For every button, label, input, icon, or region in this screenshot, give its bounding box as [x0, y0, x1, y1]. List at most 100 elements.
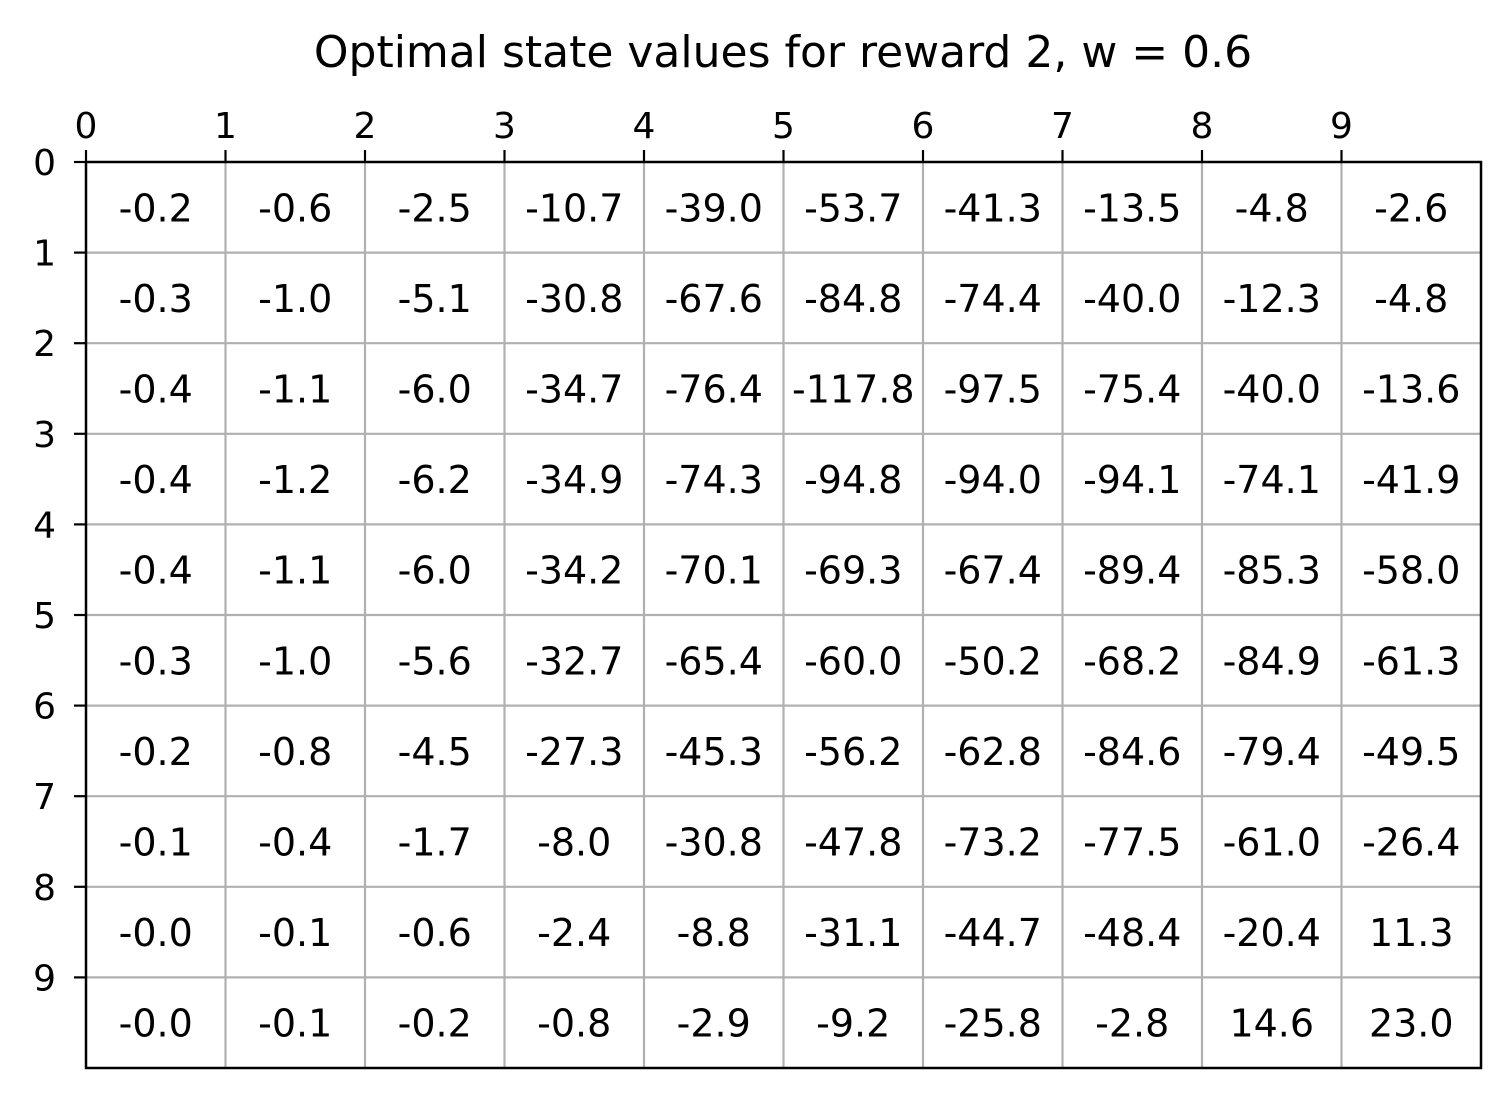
cell-value-r7-c1: -0.4	[258, 821, 332, 865]
y-tick-label-9: 9	[33, 958, 56, 999]
cell-value-r2-c3: -34.7	[525, 368, 623, 412]
cell-value-r6-c6: -62.8	[944, 730, 1042, 774]
cell-value-r5-c7: -68.2	[1083, 639, 1181, 683]
cell-value-r9-c9: 23.0	[1369, 1002, 1454, 1046]
cell-value-r1-c0: -0.3	[119, 277, 193, 321]
cell-value-r5-c2: -5.6	[398, 639, 472, 683]
x-axis-ticks: 0 1 2 3 4 5 6 7 8 9	[75, 106, 1353, 162]
cell-value-r9-c4: -2.9	[677, 1002, 751, 1046]
cell-value-r6-c8: -79.4	[1223, 730, 1321, 774]
x-tick-label-1: 1	[214, 106, 237, 147]
cell-value-r2-c7: -75.4	[1083, 368, 1181, 412]
cell-value-r8-c1: -0.1	[258, 911, 332, 955]
y-tick-label-5: 5	[33, 596, 56, 637]
cell-value-r3-c4: -74.3	[665, 458, 763, 502]
cell-value-r4-c0: -0.4	[119, 549, 193, 593]
cell-value-r7-c8: -61.0	[1223, 821, 1321, 865]
cell-value-r6-c7: -84.6	[1083, 730, 1181, 774]
y-tick-label-1: 1	[33, 234, 56, 275]
cell-value-r9-c8: 14.6	[1229, 1002, 1314, 1046]
y-tick-label-4: 4	[33, 505, 56, 546]
cell-value-r2-c8: -40.0	[1223, 368, 1321, 412]
cell-value-r0-c5: -53.7	[804, 186, 902, 230]
cell-value-r4-c8: -85.3	[1223, 549, 1321, 593]
cell-value-r5-c4: -65.4	[665, 639, 763, 683]
plot-frame	[84, 160, 1483, 1070]
cell-value-r5-c8: -84.9	[1223, 639, 1321, 683]
cell-value-r5-c9: -61.3	[1362, 639, 1460, 683]
cell-value-r2-c9: -13.6	[1362, 368, 1460, 412]
x-tick-label-6: 6	[912, 106, 935, 147]
cell-value-r9-c3: -0.8	[537, 1002, 611, 1046]
cell-value-r9-c1: -0.1	[258, 1002, 332, 1046]
x-tick-label-9: 9	[1330, 106, 1353, 147]
x-tick-label-3: 3	[493, 106, 516, 147]
cell-value-r4-c9: -58.0	[1362, 549, 1460, 593]
cell-value-r1-c6: -74.4	[944, 277, 1042, 321]
x-tick-label-5: 5	[772, 106, 795, 147]
y-tick-label-6: 6	[33, 687, 56, 728]
cell-value-r3-c0: -0.4	[119, 458, 193, 502]
cell-value-r6-c1: -0.8	[258, 730, 332, 774]
cell-value-r6-c0: -0.2	[119, 730, 193, 774]
cell-value-r6-c4: -45.3	[665, 730, 763, 774]
cell-value-r1-c5: -84.8	[804, 277, 902, 321]
cell-value-r6-c5: -56.2	[804, 730, 902, 774]
cell-value-r9-c6: -25.8	[944, 1002, 1042, 1046]
y-tick-label-0: 0	[33, 143, 56, 184]
cell-value-r6-c9: -49.5	[1362, 730, 1460, 774]
cell-value-r8-c3: -2.4	[537, 911, 611, 955]
x-tick-label-7: 7	[1051, 106, 1074, 147]
cell-labels: -0.2 -0.6 -2.5 -10.7 -39.0 -53.7 -41.3 -13.5 -4.…	[119, 186, 1461, 1045]
cell-value-r5-c0: -0.3	[119, 639, 193, 683]
cell-value-r1-c3: -30.8	[525, 277, 623, 321]
cell-value-r2-c4: -76.4	[665, 368, 763, 412]
cell-value-r8-c2: -0.6	[398, 911, 472, 955]
cell-value-r5-c5: -60.0	[804, 639, 902, 683]
cell-value-r2-c1: -1.1	[258, 368, 332, 412]
cell-value-r5-c6: -50.2	[944, 639, 1042, 683]
cell-value-r7-c6: -73.2	[944, 821, 1042, 865]
x-tick-label-0: 0	[75, 106, 98, 147]
cell-value-r2-c0: -0.4	[119, 368, 193, 412]
cell-value-r8-c7: -48.4	[1083, 911, 1181, 955]
cell-value-r5-c3: -32.7	[525, 639, 623, 683]
cell-value-r7-c7: -77.5	[1083, 821, 1181, 865]
cell-value-r2-c2: -6.0	[398, 368, 472, 412]
cell-value-r7-c0: -0.1	[119, 821, 193, 865]
cell-value-r9-c5: -9.2	[816, 1002, 890, 1046]
x-tick-label-4: 4	[633, 106, 656, 147]
cell-value-r1-c4: -67.6	[665, 277, 763, 321]
cell-value-r0-c3: -10.7	[525, 186, 623, 230]
cell-value-r1-c2: -5.1	[398, 277, 472, 321]
cell-value-r3-c8: -74.1	[1223, 458, 1321, 502]
cell-value-r3-c9: -41.9	[1362, 458, 1460, 502]
cell-value-r3-c1: -1.2	[258, 458, 332, 502]
cell-value-r5-c1: -1.0	[258, 639, 332, 683]
cell-value-r0-c6: -41.3	[944, 186, 1042, 230]
cell-value-r0-c2: -2.5	[398, 186, 472, 230]
cell-value-r9-c0: -0.0	[119, 1002, 193, 1046]
cell-value-r8-c0: -0.0	[119, 911, 193, 955]
cell-value-r7-c5: -47.8	[804, 821, 902, 865]
cell-value-r1-c8: -12.3	[1223, 277, 1321, 321]
cell-value-r8-c8: -20.4	[1223, 911, 1321, 955]
cell-value-r8-c4: -8.8	[677, 911, 751, 955]
cell-value-r6-c2: -4.5	[398, 730, 472, 774]
cell-value-r1-c9: -4.8	[1374, 277, 1448, 321]
cell-value-r1-c7: -40.0	[1083, 277, 1181, 321]
cell-value-r6-c3: -27.3	[525, 730, 623, 774]
cell-value-r8-c5: -31.1	[804, 911, 902, 955]
cell-value-r9-c2: -0.2	[398, 1002, 472, 1046]
cell-value-r9-c7: -2.8	[1095, 1002, 1169, 1046]
cell-value-r4-c6: -67.4	[944, 549, 1042, 593]
cell-value-r0-c8: -4.8	[1235, 186, 1309, 230]
cell-value-r7-c3: -8.0	[537, 821, 611, 865]
cell-value-r8-c9: 11.3	[1369, 911, 1454, 955]
cell-value-r3-c6: -94.0	[944, 458, 1042, 502]
x-tick-label-8: 8	[1191, 106, 1214, 147]
cell-value-r0-c4: -39.0	[665, 186, 763, 230]
y-tick-label-3: 3	[33, 415, 56, 456]
cell-value-r0-c7: -13.5	[1083, 186, 1181, 230]
